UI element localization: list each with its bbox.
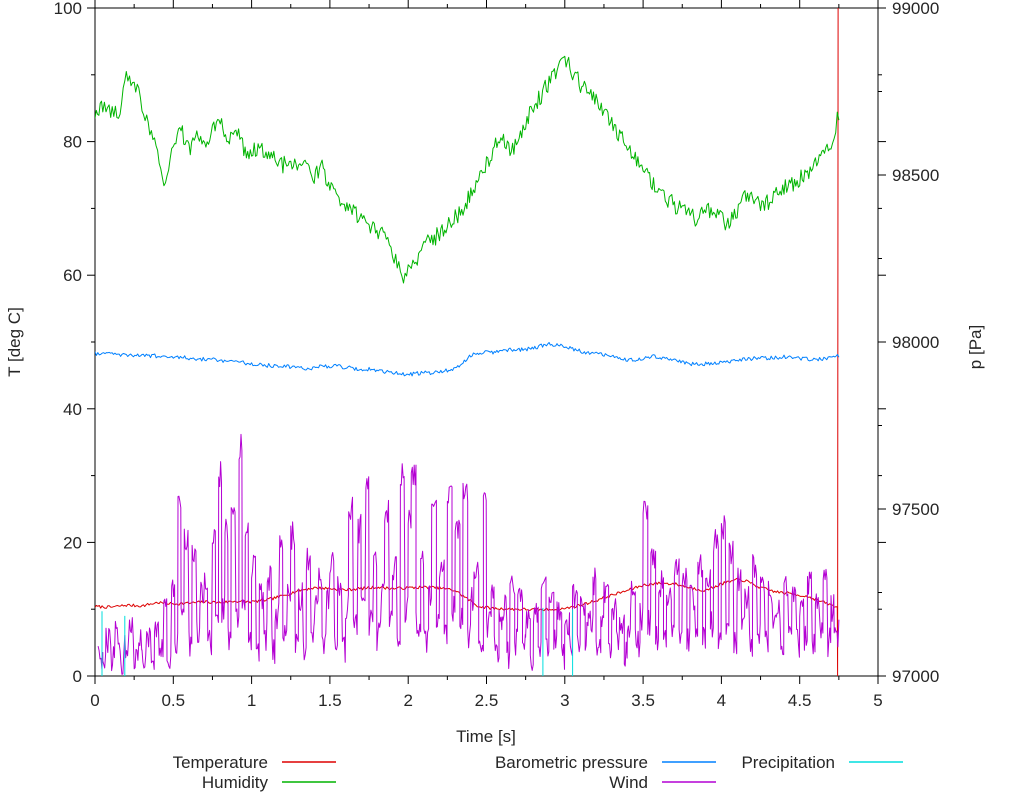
x-tick-label: 2 — [403, 691, 412, 710]
y-tick-label: 100 — [54, 0, 82, 18]
y2-tick-label: 97500 — [892, 500, 939, 519]
x-tick-label: 1.5 — [318, 691, 342, 710]
y-tick-label: 80 — [63, 133, 82, 152]
x-tick-label: 4.5 — [788, 691, 812, 710]
series-precipitation — [101, 607, 574, 676]
y2-tick-label: 99000 — [892, 0, 939, 18]
legend-label-temperature: Temperature — [173, 753, 268, 772]
x-axis-title: Time [s] — [456, 727, 516, 746]
x-tick-label: 4 — [717, 691, 726, 710]
series-humidity — [95, 55, 840, 284]
x-tick-label: 0 — [90, 691, 99, 710]
x-tick-label: 3.5 — [631, 691, 655, 710]
x-tick-label: 2.5 — [475, 691, 499, 710]
y-tick-label: 60 — [63, 266, 82, 285]
y2-tick-label: 98500 — [892, 166, 939, 185]
y2-tick-label: 98000 — [892, 333, 939, 352]
x-tick-label: 1 — [247, 691, 256, 710]
x-tick-label: 5 — [873, 691, 882, 710]
legend-label-humidity: Humidity — [202, 773, 269, 792]
y-axis-title: T [deg C] — [5, 307, 24, 377]
y2-axis-title: p [Pa] — [966, 325, 985, 369]
y-tick-label: 40 — [63, 400, 82, 419]
series-temperature — [95, 8, 839, 676]
y-tick-label: 20 — [63, 533, 82, 552]
axes-layer: 0 0.5 1 1.5 2 2.5 3 3.5 4 4.5 5 0 20 40 60 80 100 97000 97… — [54, 0, 939, 710]
legend: Temperature Humidity Barometric pressure… — [173, 753, 903, 792]
y-tick-label: 0 — [73, 667, 82, 686]
series-layer — [95, 8, 840, 676]
x-tick-label: 0.5 — [161, 691, 185, 710]
y2-tick-label: 97000 — [892, 667, 939, 686]
legend-label-precipitation: Precipitation — [741, 753, 835, 772]
series-barometric-pressure — [95, 342, 840, 377]
series-wind — [97, 433, 840, 675]
legend-label-barometric-pressure: Barometric pressure — [495, 753, 648, 772]
legend-label-wind: Wind — [609, 773, 648, 792]
x-tick-label: 3 — [560, 691, 569, 710]
